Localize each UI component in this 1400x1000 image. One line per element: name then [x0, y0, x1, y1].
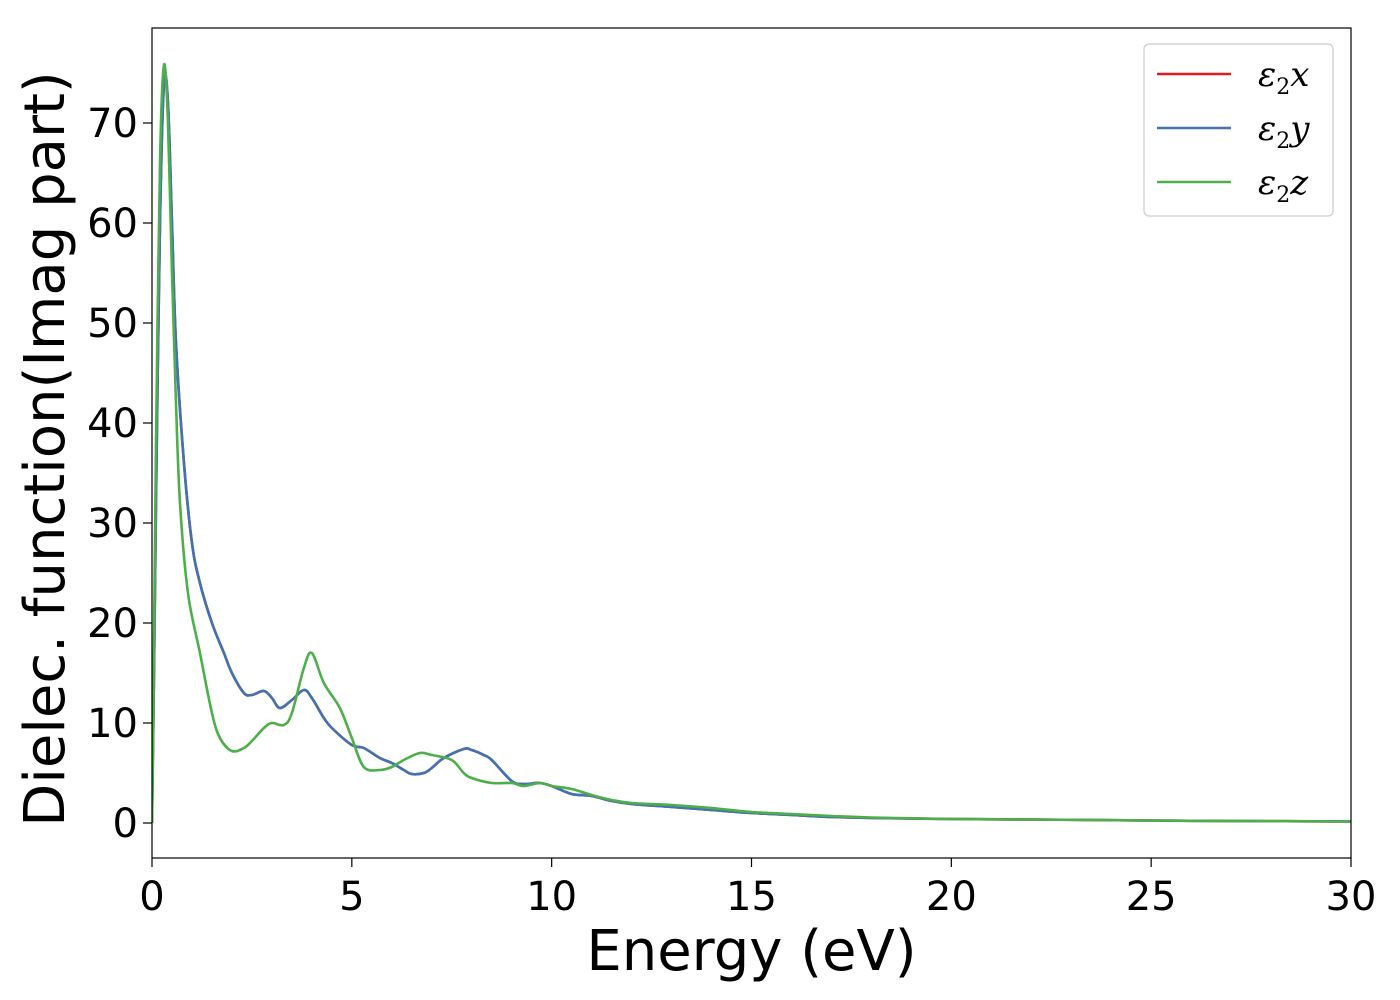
legend-variable: x [1290, 55, 1309, 95]
x-tick-label: 30 [1326, 874, 1377, 920]
legend-label-x: ε2x [1258, 55, 1309, 100]
x-tick-label: 20 [926, 874, 977, 920]
y-tick-label: 10 [87, 701, 138, 747]
x-tick-label: 15 [726, 874, 777, 920]
legend-label-y: ε2y [1258, 109, 1310, 154]
legend-subscript: 2 [1276, 129, 1290, 154]
y-axis-label: Dielec. function(Imag part) [13, 71, 78, 827]
legend-subscript: 2 [1276, 183, 1290, 208]
y-axis-ticks: 0 10 20 30 40 50 60 70 [87, 101, 152, 847]
legend-subscript: 2 [1276, 75, 1290, 100]
x-tick-label: 10 [526, 874, 577, 920]
series-line-z [152, 62, 1351, 824]
x-axis-ticks: 0 5 10 15 20 25 30 [139, 858, 1376, 920]
x-tick-label: 0 [139, 874, 164, 920]
y-tick-label: 40 [87, 401, 138, 447]
y-tick-label: 60 [87, 201, 138, 247]
y-tick-label: 50 [87, 301, 138, 347]
legend-variable: y [1288, 109, 1310, 149]
x-tick-label: 25 [1126, 874, 1177, 920]
x-tick-label: 5 [339, 874, 364, 920]
legend-variable: z [1289, 163, 1309, 203]
y-tick-label: 0 [113, 801, 138, 847]
legend-box [1143, 43, 1334, 217]
legend-label-z: ε2z [1258, 163, 1309, 208]
series-line-y [152, 73, 1351, 824]
legend-epsilon: ε [1258, 55, 1276, 95]
y-tick-label: 70 [87, 101, 138, 147]
y-tick-label: 30 [87, 501, 138, 547]
y-tick-label: 20 [87, 601, 138, 647]
legend-epsilon: ε [1258, 163, 1276, 203]
legend-epsilon: ε [1258, 109, 1276, 149]
x-axis-label: Energy (eV) [586, 919, 916, 984]
series-layer [152, 62, 1351, 824]
